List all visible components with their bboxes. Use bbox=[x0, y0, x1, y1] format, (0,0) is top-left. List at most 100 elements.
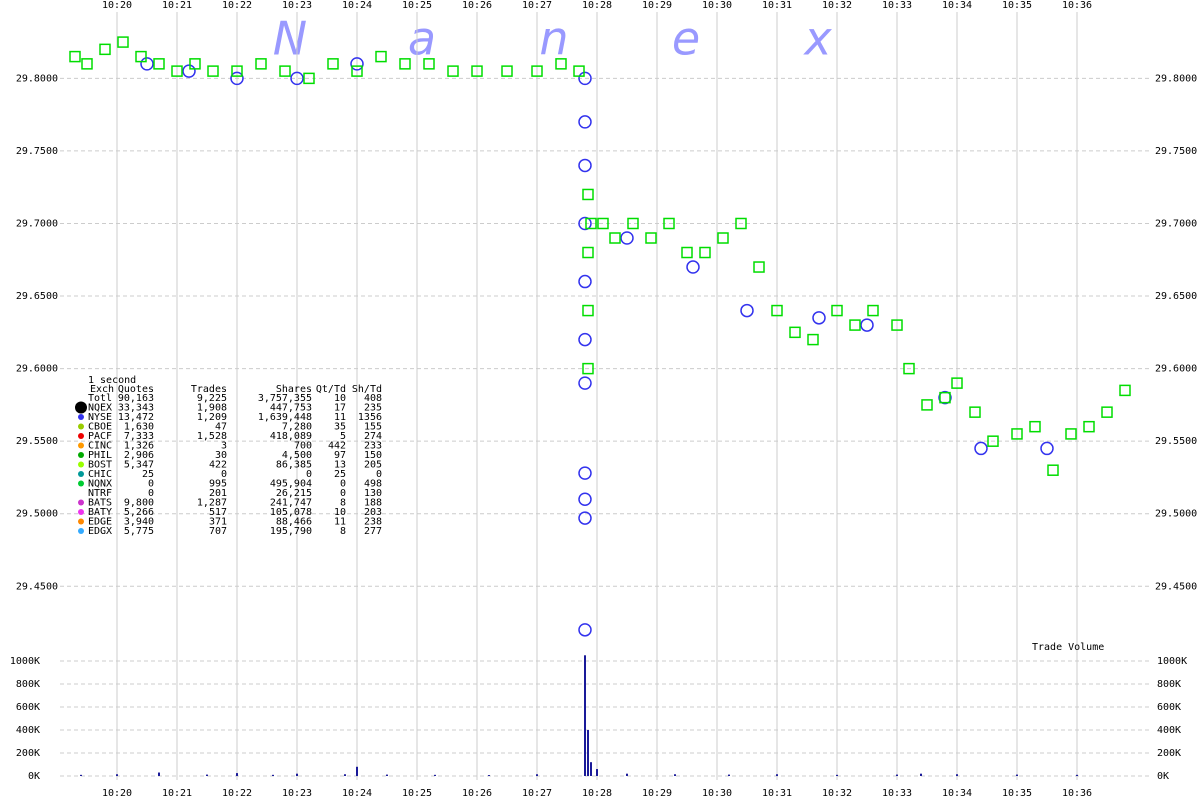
stats-cell: 10 bbox=[334, 393, 346, 404]
legend-marker bbox=[78, 480, 84, 487]
trade-marker bbox=[1119, 384, 1131, 397]
quote-marker bbox=[860, 318, 874, 332]
stats-cell: 495,904 bbox=[270, 479, 312, 490]
stats-cell: 30 bbox=[215, 450, 227, 461]
stats-cell: PHIL bbox=[88, 450, 112, 461]
stats-cell: 88,466 bbox=[276, 517, 312, 528]
quote-marker bbox=[740, 303, 754, 318]
trade-marker bbox=[135, 50, 147, 63]
stats-cell: 33,343 bbox=[118, 403, 154, 414]
stats-cell: BATS bbox=[88, 498, 112, 509]
trade-marker bbox=[1065, 428, 1077, 440]
stats-cell: 1,287 bbox=[197, 498, 227, 509]
volume-bar bbox=[920, 773, 922, 776]
y-tick-label: 29.8000 bbox=[1155, 73, 1197, 84]
trade-marker bbox=[303, 72, 315, 85]
stats-cell: 201 bbox=[209, 488, 227, 499]
quote-marker bbox=[938, 390, 952, 405]
stats-cell: 0 bbox=[340, 488, 346, 499]
volume-tick-label: 600K bbox=[1157, 702, 1181, 713]
watermark-letter: a bbox=[408, 12, 436, 66]
volume-bar bbox=[206, 774, 208, 776]
trade-marker bbox=[939, 391, 951, 404]
trade-marker bbox=[609, 232, 621, 244]
volume-bar bbox=[590, 762, 592, 776]
stats-cell: 11 bbox=[334, 412, 346, 423]
stats-header: Qt/Td bbox=[316, 384, 346, 395]
quote-marker bbox=[686, 260, 700, 274]
quote-marker bbox=[578, 466, 592, 480]
volume-tick-label: 1000K bbox=[10, 656, 40, 667]
trade-marker bbox=[255, 58, 267, 70]
y-tick-label: 29.6000 bbox=[1155, 364, 1197, 375]
stats-title: 1 second bbox=[88, 375, 136, 386]
trade-marker bbox=[231, 65, 243, 77]
stats-cell: 442 bbox=[328, 441, 346, 452]
x-tick-label: 10:30 bbox=[702, 788, 732, 799]
stats-cell: 5,347 bbox=[124, 460, 154, 471]
legend-marker bbox=[78, 442, 84, 449]
quote-marker bbox=[578, 216, 592, 231]
stats-cell: 517 bbox=[209, 507, 227, 518]
trade-marker bbox=[807, 333, 819, 346]
y-tick-label: 29.6500 bbox=[1155, 291, 1197, 302]
x-tick-label: 10:21 bbox=[162, 0, 192, 11]
y-tick-label: 29.6500 bbox=[16, 291, 58, 302]
volume-bar bbox=[272, 774, 274, 776]
legend-marker bbox=[78, 518, 84, 525]
stats-cell: NTRF bbox=[88, 488, 112, 499]
stats-cell: 235 bbox=[364, 403, 382, 414]
trade-marker bbox=[582, 304, 594, 317]
stats-cell: 1,326 bbox=[124, 441, 154, 452]
volume-tick-label: 0K bbox=[1157, 771, 1169, 782]
quote-marker bbox=[230, 71, 244, 86]
trade-marker bbox=[279, 65, 291, 77]
stats-header: Quotes bbox=[118, 384, 154, 395]
x-tick-label: 10:20 bbox=[102, 788, 132, 799]
stats-cell: 274 bbox=[364, 431, 382, 442]
stats-cell: PACF bbox=[88, 431, 112, 442]
stats-cell: 7,333 bbox=[124, 431, 154, 442]
y-tick-label: 29.5500 bbox=[16, 436, 58, 447]
volume-bar bbox=[626, 773, 628, 776]
stats-cell: 408 bbox=[364, 393, 382, 404]
trade-marker bbox=[423, 58, 435, 70]
x-tick-label: 10:28 bbox=[582, 788, 612, 799]
trade-marker bbox=[627, 217, 639, 230]
volume-bar bbox=[596, 769, 598, 776]
volume-bar bbox=[896, 774, 898, 776]
volume-bar bbox=[1016, 774, 1018, 776]
trade-marker bbox=[867, 304, 879, 317]
x-tick-label: 10:34 bbox=[942, 0, 972, 11]
trade-marker bbox=[1101, 406, 1113, 418]
stats-cell: 0 bbox=[306, 469, 312, 480]
trade-marker bbox=[207, 65, 219, 77]
stats-cell: 4,500 bbox=[282, 450, 312, 461]
trade-marker bbox=[153, 58, 165, 70]
y-tick-label: 29.7000 bbox=[16, 218, 58, 229]
trade-marker bbox=[903, 362, 915, 375]
stats-cell: 205 bbox=[364, 460, 382, 471]
legend-marker bbox=[78, 423, 84, 430]
stats-cell: 0 bbox=[376, 469, 382, 480]
x-tick-label: 10:35 bbox=[1002, 788, 1032, 799]
quote-marker bbox=[578, 71, 592, 86]
x-tick-label: 10:31 bbox=[762, 788, 792, 799]
x-tick-label: 10:26 bbox=[462, 0, 492, 11]
volume-tick-label: 800K bbox=[1157, 679, 1181, 690]
y-tick-label: 29.7500 bbox=[16, 146, 58, 157]
stats-cell: 447,753 bbox=[270, 403, 312, 414]
stats-cell: 26,215 bbox=[276, 488, 312, 499]
x-tick-label: 10:29 bbox=[642, 788, 672, 799]
x-tick-label: 10:33 bbox=[882, 0, 912, 11]
quote-marker bbox=[182, 64, 196, 78]
x-tick-label: 10:32 bbox=[822, 0, 852, 11]
stats-cell: 25 bbox=[142, 469, 154, 480]
volume-bar bbox=[356, 766, 358, 776]
quote-marker bbox=[350, 57, 364, 71]
x-tick-label: 10:26 bbox=[462, 788, 492, 799]
stats-cell: 2,906 bbox=[124, 450, 154, 461]
volume-bar bbox=[386, 774, 388, 776]
stats-cell: 8 bbox=[340, 498, 346, 509]
